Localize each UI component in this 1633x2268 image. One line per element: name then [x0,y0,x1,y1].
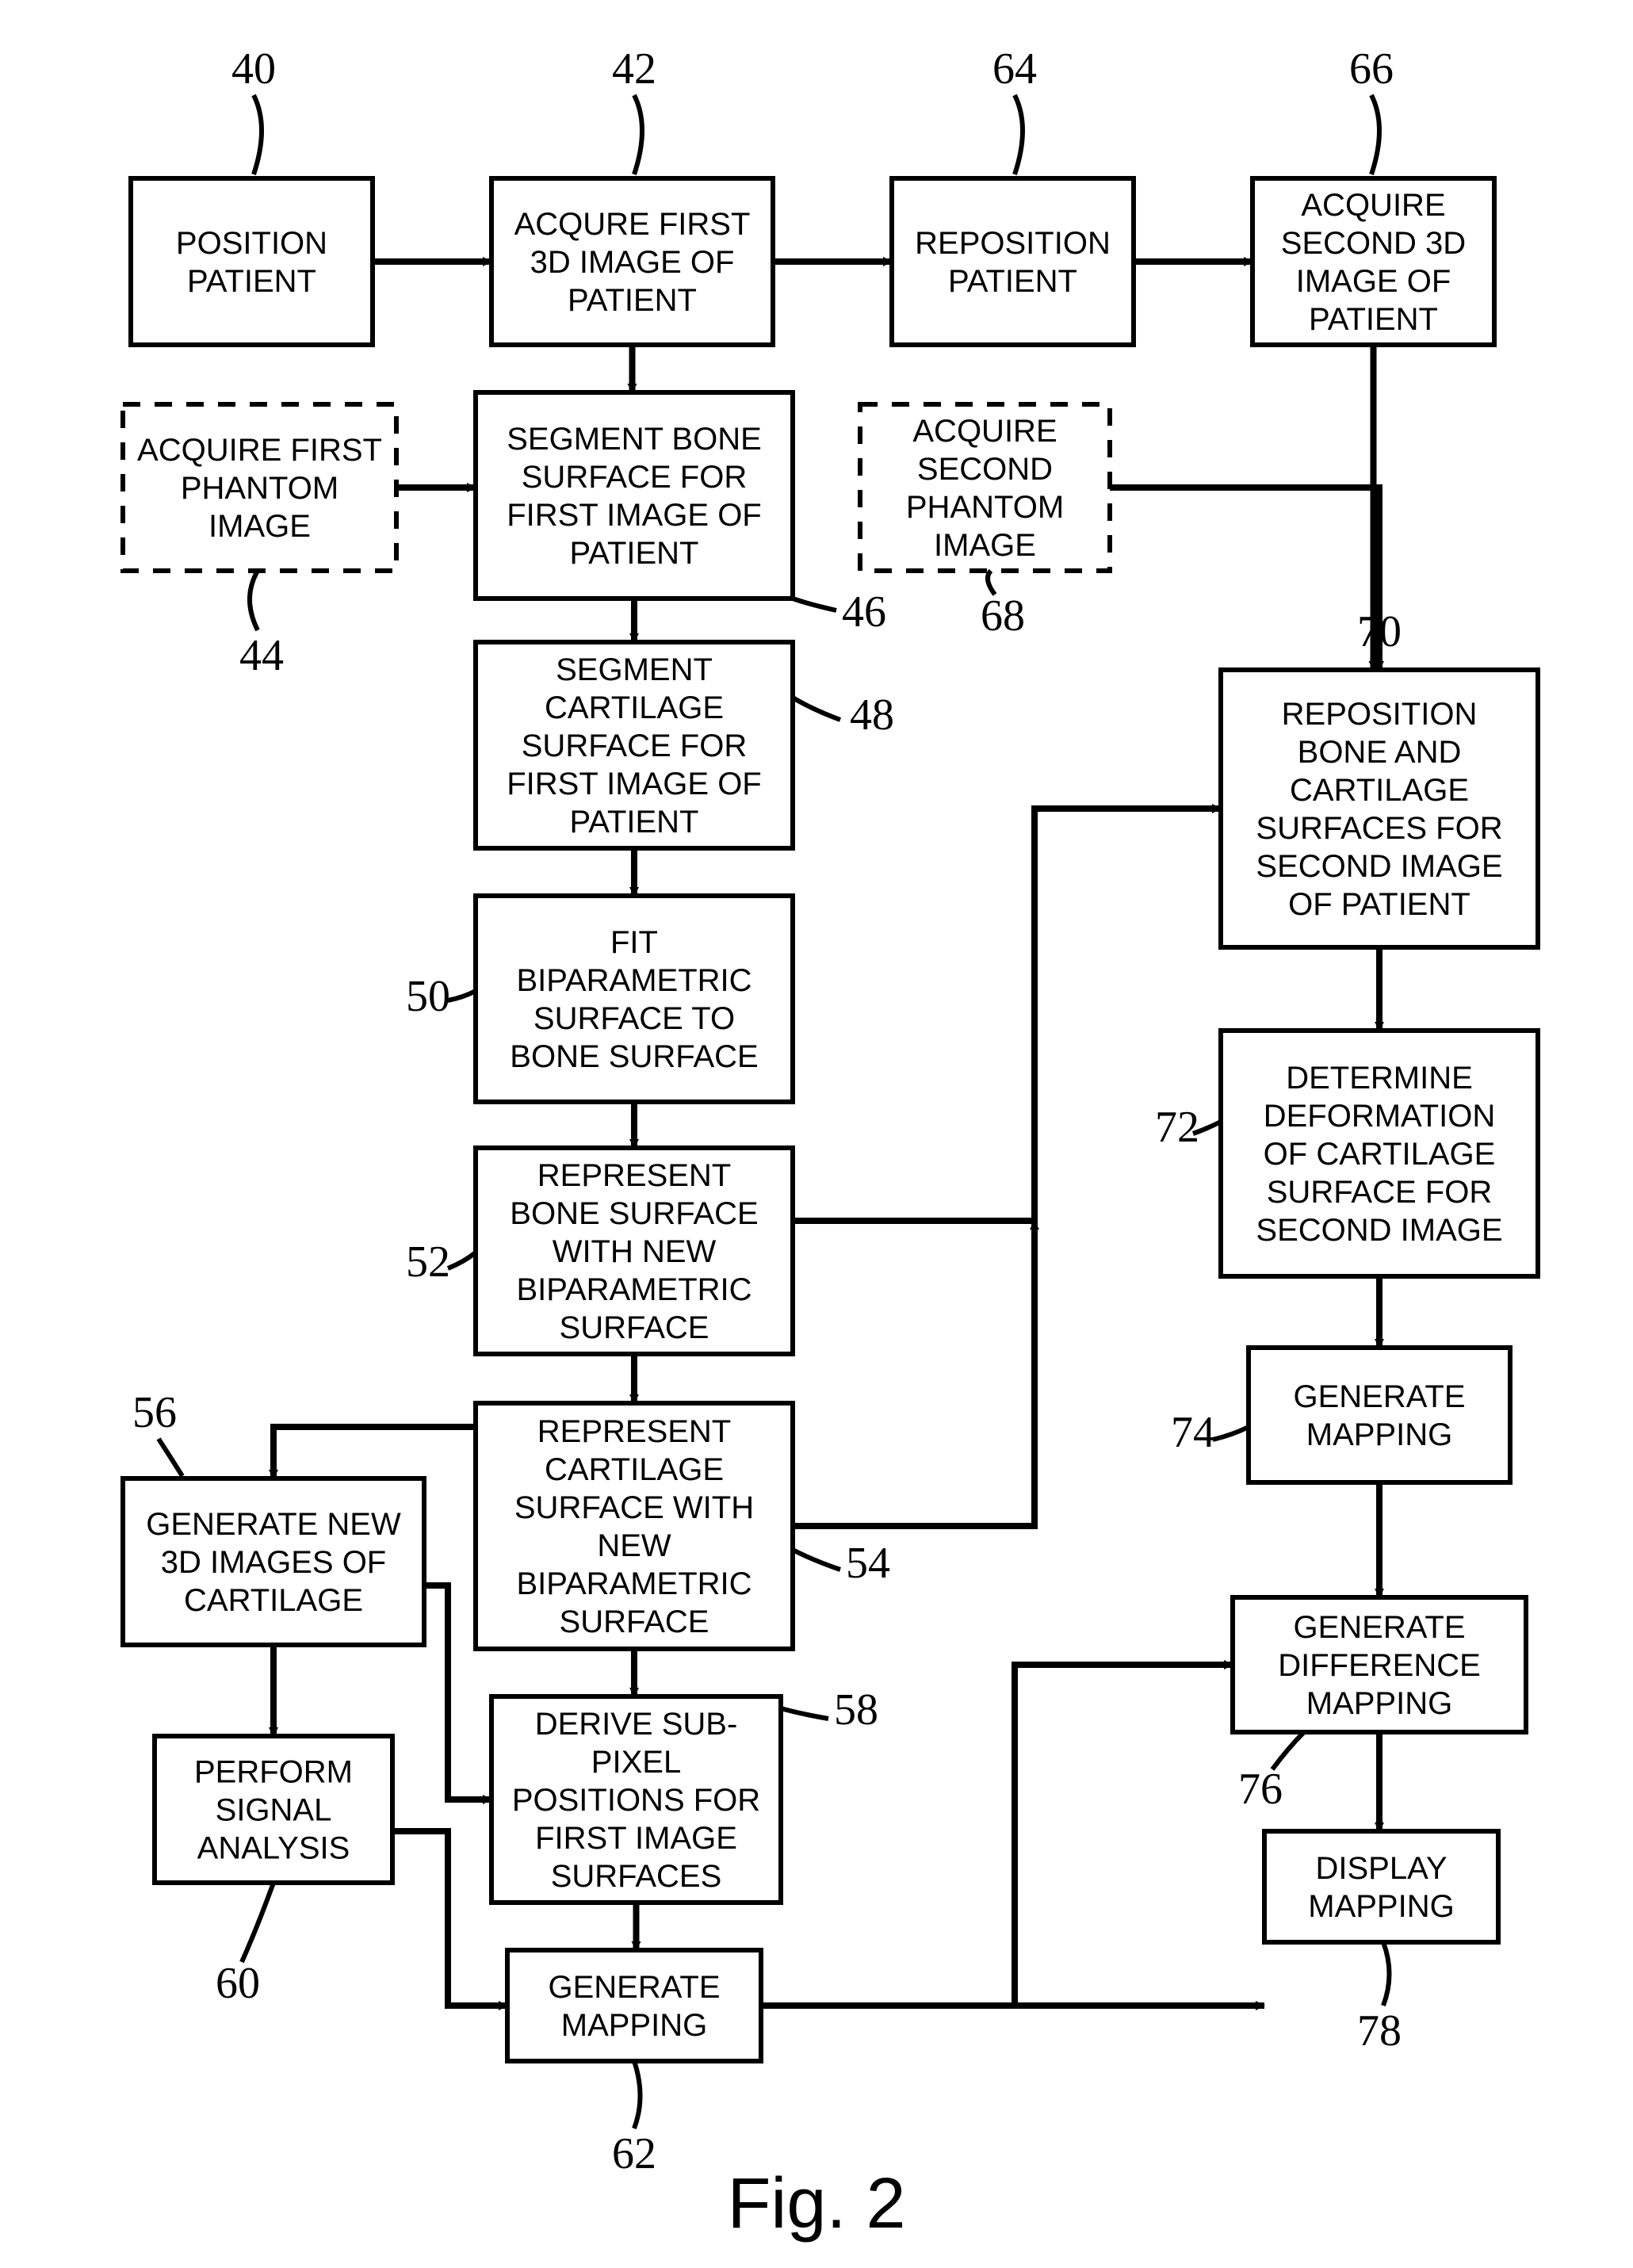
node-76-label: GENERATEDIFFERENCEMAPPING [1278,1610,1481,1721]
figure-label: Fig. 2 [727,2164,905,2243]
ref-54: 54 [846,1539,890,1588]
boxes-layer: POSITIONPATIENTACQURE FIRST3D IMAGE OFPA… [123,178,1538,2061]
ref-48: 48 [850,690,894,740]
leader-58 [781,1708,828,1719]
edge-extra-2 [273,1427,476,1478]
ref-70: 70 [1357,607,1402,656]
leader-46 [793,599,836,610]
ref-68: 68 [981,591,1025,641]
leader-62 [634,2061,641,2128]
ref-66: 66 [1349,44,1394,94]
ref-56: 56 [132,1388,177,1437]
node-56-label: GENERATE NEW3D IMAGES OFCARTILAGE [146,1507,401,1618]
ref-76: 76 [1238,1765,1283,1814]
flowchart-figure: POSITIONPATIENTACQURE FIRST3D IMAGE OFPA… [0,0,1633,2268]
edge-extra-5 [761,1665,1233,2006]
leader-66 [1371,95,1379,174]
leader-56 [159,1439,182,1476]
node-60-label: PERFORMSIGNALANALYSIS [194,1755,353,1866]
arrows-layer [273,262,1379,2006]
leader-76 [1272,1732,1304,1769]
ref-60: 60 [216,1959,260,2008]
node-74 [1249,1348,1510,1482]
leader-42 [634,95,642,174]
ref-62: 62 [612,2129,656,2178]
leader-50 [448,991,476,1000]
ref-40: 40 [231,44,276,94]
leader-48 [793,698,840,720]
leader-40 [254,95,262,174]
ref-72: 72 [1155,1103,1199,1152]
edge-extra-0 [793,809,1221,1221]
edge-68-70 [1110,488,1379,670]
node-62 [507,1950,761,2061]
ref-46: 46 [842,587,886,637]
leader-52 [448,1253,476,1268]
edge-extra-1 [793,1221,1034,1526]
leader-54 [793,1550,840,1570]
ref-50: 50 [406,972,450,1021]
leader-44 [250,571,258,630]
ref-78: 78 [1357,2006,1402,2056]
labels-layer: 40 42 64 66 44 46 68 48 50 52 54 56 58 60 62 70 72 74 76 78… [132,44,1402,2243]
leader-74 [1213,1427,1249,1440]
ref-74: 74 [1171,1408,1215,1457]
ref-44: 44 [239,631,284,680]
node-40 [131,178,373,345]
ref-52: 52 [406,1237,450,1287]
leader-78 [1383,1942,1390,2006]
ref-42: 42 [612,44,656,94]
ref-64: 64 [992,44,1037,94]
leader-60 [242,1883,273,1962]
node-72-label: DETERMINEDEFORMATIONOF CARTILAGESURFACE … [1256,1061,1502,1248]
node-78 [1264,1831,1498,1942]
node-64 [892,178,1134,345]
ref-58: 58 [834,1685,878,1734]
leader-64 [1015,95,1023,174]
